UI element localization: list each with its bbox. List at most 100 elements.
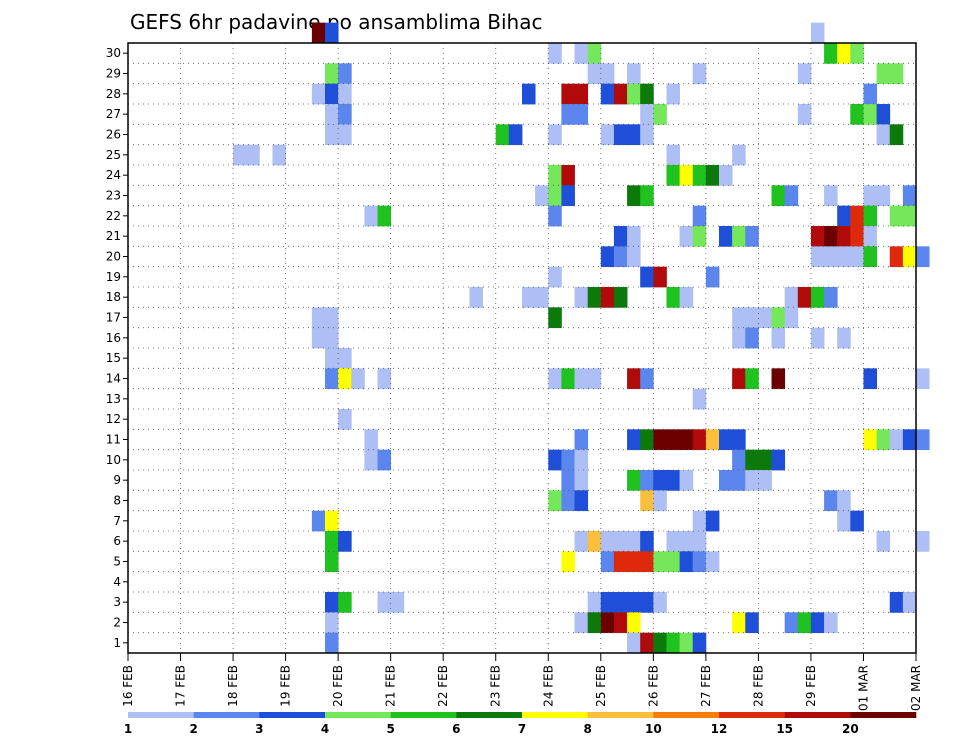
x-tick-label: 25 FEB bbox=[594, 665, 608, 707]
precip-cell bbox=[916, 429, 930, 451]
precip-cell bbox=[666, 144, 680, 166]
precip-cell bbox=[574, 449, 589, 471]
precip-cell bbox=[587, 612, 602, 634]
precip-cell bbox=[824, 185, 838, 207]
precip-cell bbox=[692, 632, 707, 654]
precip-cell bbox=[561, 104, 575, 125]
precip-cell bbox=[600, 592, 615, 613]
y-tick-label: 7 bbox=[113, 514, 121, 528]
precip-cell bbox=[613, 592, 628, 613]
precip-cell bbox=[627, 551, 641, 573]
precip-cell bbox=[863, 185, 877, 207]
precip-cell bbox=[666, 531, 680, 552]
precip-cell bbox=[653, 470, 667, 491]
precip-cell bbox=[745, 449, 759, 471]
precip-cell bbox=[889, 592, 904, 613]
precip-cell bbox=[876, 124, 891, 146]
precip-cell bbox=[561, 470, 575, 491]
precip-cell bbox=[311, 327, 326, 349]
colorbar-swatch bbox=[850, 712, 917, 718]
precip-cell bbox=[338, 531, 352, 552]
precip-cell bbox=[850, 510, 864, 532]
precip-cell bbox=[784, 307, 799, 329]
y-tick-label: 9 bbox=[113, 473, 121, 487]
precip-cell bbox=[561, 83, 575, 105]
precip-cell bbox=[548, 307, 562, 329]
precip-cell bbox=[548, 124, 562, 146]
precip-cell bbox=[745, 612, 759, 634]
precip-cell bbox=[692, 226, 707, 247]
precip-cell bbox=[732, 368, 746, 390]
colorbar-label: 6 bbox=[452, 722, 460, 736]
precip-cell bbox=[587, 592, 602, 613]
y-tick-label: 25 bbox=[106, 148, 121, 162]
precip-cell bbox=[574, 612, 589, 634]
y-tick-label: 2 bbox=[113, 616, 121, 630]
precip-cell bbox=[679, 470, 694, 491]
precip-cell bbox=[338, 124, 352, 146]
precip-cell bbox=[666, 165, 680, 186]
x-tick-label: 02 MAR bbox=[909, 665, 923, 711]
precip-cell bbox=[732, 307, 746, 329]
precip-cell bbox=[732, 144, 746, 166]
precip-cell bbox=[627, 470, 641, 491]
precip-cell bbox=[338, 409, 352, 430]
colorbar-swatch bbox=[128, 712, 194, 718]
precip-cell bbox=[719, 429, 733, 451]
y-tick-label: 5 bbox=[113, 555, 121, 569]
y-tick-label: 23 bbox=[106, 189, 121, 203]
precip-cell bbox=[548, 266, 562, 288]
plot-frame bbox=[127, 42, 917, 654]
precip-cell bbox=[640, 368, 654, 390]
precip-cell bbox=[705, 551, 720, 573]
precip-cell bbox=[705, 510, 720, 532]
precip-cell bbox=[810, 327, 825, 349]
colorbar-label: 5 bbox=[386, 722, 394, 736]
precip-cell bbox=[876, 531, 891, 552]
y-tick-label: 21 bbox=[106, 229, 121, 243]
colorbar-swatch bbox=[587, 712, 654, 718]
precip-cell bbox=[837, 490, 851, 512]
precip-cell bbox=[692, 205, 707, 227]
precip-cell bbox=[613, 83, 628, 105]
precip-cell bbox=[627, 246, 641, 268]
x-tick-label: 28 FEB bbox=[751, 665, 765, 707]
precip-cell bbox=[810, 22, 825, 44]
x-tick-label: 01 MAR bbox=[856, 665, 870, 711]
precip-cell bbox=[311, 22, 326, 44]
precip-cell bbox=[574, 429, 589, 451]
precip-cell bbox=[627, 83, 641, 105]
precip-cell bbox=[784, 185, 799, 207]
precip-cell bbox=[876, 104, 891, 125]
colorbar-label: 1 bbox=[124, 722, 132, 736]
precip-cell bbox=[679, 531, 694, 552]
precip-cell bbox=[627, 63, 641, 85]
precip-cell bbox=[325, 307, 339, 329]
precip-cell bbox=[653, 551, 667, 573]
precip-cell bbox=[666, 429, 680, 451]
y-tick-label: 14 bbox=[106, 372, 121, 386]
precip-cell bbox=[902, 246, 917, 268]
x-tick-label: 23 FEB bbox=[489, 665, 503, 707]
precip-cell bbox=[863, 429, 877, 451]
precip-cell bbox=[627, 612, 641, 634]
precip-cell bbox=[574, 287, 589, 308]
precip-cell bbox=[692, 531, 707, 552]
precip-cell bbox=[666, 287, 680, 308]
precip-cell bbox=[653, 429, 667, 451]
precip-cell bbox=[758, 449, 772, 471]
precip-cell bbox=[705, 266, 720, 288]
colorbar-swatch bbox=[784, 712, 851, 718]
precip-cell bbox=[640, 124, 654, 146]
precip-cell bbox=[653, 632, 667, 654]
precip-cell bbox=[810, 612, 825, 634]
y-tick-label: 13 bbox=[106, 392, 121, 406]
precip-cell bbox=[508, 124, 523, 146]
precip-cell bbox=[640, 490, 654, 512]
precip-cell bbox=[863, 83, 877, 105]
precip-cell bbox=[745, 226, 759, 247]
precip-cell bbox=[364, 205, 378, 227]
precip-cell bbox=[548, 185, 562, 207]
precip-cell bbox=[640, 83, 654, 105]
precip-cell bbox=[325, 632, 339, 654]
